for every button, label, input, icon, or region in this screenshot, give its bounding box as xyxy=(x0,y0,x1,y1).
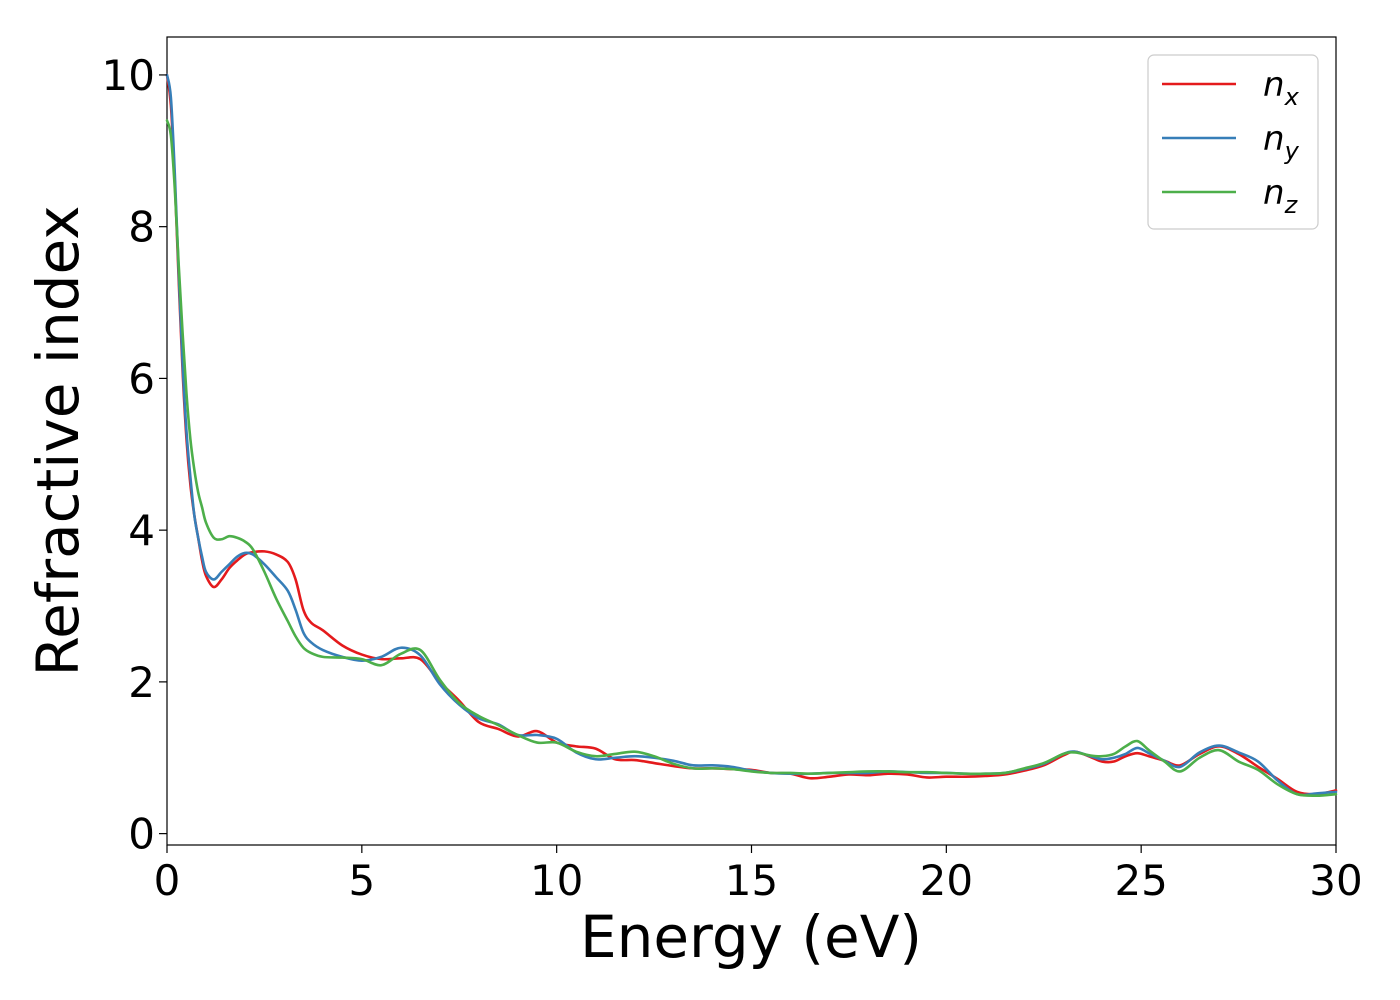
x-tick-label: 0 xyxy=(154,856,181,905)
x-axis-ticks: 0 5 10 15 20 25 30 xyxy=(154,845,1363,905)
x-tick-label: 20 xyxy=(920,856,973,905)
legend-label-ny: ny xyxy=(1263,119,1300,165)
series-line-nx xyxy=(165,73,1338,796)
legend: nx ny nz xyxy=(1147,54,1319,230)
y-tick-label: 4 xyxy=(128,506,155,555)
x-axis-label: Energy (eV) xyxy=(580,903,922,971)
legend-box xyxy=(1147,54,1319,230)
y-tick-label: 2 xyxy=(128,658,155,707)
y-tick-label: 0 xyxy=(128,810,155,859)
x-tick-label: 30 xyxy=(1309,856,1362,905)
plot-area xyxy=(166,36,1337,846)
y-axis-ticks: 0 2 4 6 8 10 xyxy=(102,51,167,859)
x-tick-label: 15 xyxy=(725,856,778,905)
x-tick-label: 25 xyxy=(1114,856,1167,905)
y-tick-label: 10 xyxy=(102,51,155,100)
legend-label-nx: nx xyxy=(1263,65,1300,111)
legend-label-nz: nz xyxy=(1263,173,1299,219)
y-tick-label: 8 xyxy=(128,203,155,252)
series-line-ny xyxy=(165,73,1338,797)
y-axis-label: Refractive index xyxy=(24,205,92,676)
series-group xyxy=(165,73,1338,798)
x-tick-label: 5 xyxy=(348,856,375,905)
series-line-nz xyxy=(165,119,1338,798)
x-tick-label: 10 xyxy=(530,856,583,905)
y-tick-label: 6 xyxy=(128,354,155,403)
